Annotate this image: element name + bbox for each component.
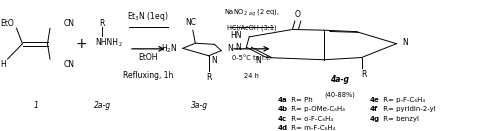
Text: 4c: 4c [278,116,286,122]
Text: 4e: 4e [370,97,380,103]
Text: N: N [256,56,262,65]
Text: CN: CN [64,19,75,28]
Text: 3a-g: 3a-g [192,101,208,110]
Text: R= pyridin-2-yl: R= pyridin-2-yl [381,106,436,112]
Text: R= benzyl: R= benzyl [381,116,419,122]
Text: N: N [227,44,233,53]
Text: +: + [76,37,88,51]
Text: H$_2$N: H$_2$N [162,42,178,55]
Text: 4g: 4g [370,116,380,122]
Text: R= p-OMe-C₆H₄: R= p-OMe-C₆H₄ [288,106,344,112]
Text: Refluxing, 1h: Refluxing, 1h [123,71,173,80]
Text: O: O [294,10,300,19]
Text: R: R [206,73,212,82]
Text: R: R [99,19,104,28]
Text: 24 h: 24 h [244,73,259,79]
Text: CN: CN [64,60,75,69]
Text: 1: 1 [34,101,39,110]
Text: 0-5°C to r.t.: 0-5°C to r.t. [232,55,271,61]
Text: R: R [362,70,366,79]
Text: 4f: 4f [370,106,378,112]
Text: 4b: 4b [278,106,287,112]
Text: N: N [236,43,242,52]
Text: N: N [211,56,217,65]
Text: NHNH: NHNH [96,38,118,47]
Text: H: H [0,60,6,69]
Text: NC: NC [185,18,196,27]
Text: R= o-F-C₆H₄: R= o-F-C₆H₄ [288,116,333,122]
Text: (40-88%): (40-88%) [324,92,356,98]
Text: N: N [402,38,408,47]
Text: 4a: 4a [278,97,287,103]
Text: 4a-g: 4a-g [330,75,349,84]
Text: HCl/AcOH (3:1): HCl/AcOH (3:1) [226,24,276,31]
Text: EtOH: EtOH [138,53,158,62]
Text: HN: HN [230,31,242,40]
Text: 2a-g: 2a-g [94,101,111,110]
Text: Et$_3$N (1eq): Et$_3$N (1eq) [128,10,168,23]
Text: 2: 2 [119,42,122,47]
Text: EtO: EtO [0,19,14,28]
Text: R= Ph: R= Ph [288,97,312,103]
Text: R= p-F-C₆H₄: R= p-F-C₆H₄ [381,97,425,103]
Text: NaNO$_2$ $_{aq}$ (2 eq),: NaNO$_2$ $_{aq}$ (2 eq), [224,7,280,19]
Text: R= m-F-C₆H₄: R= m-F-C₆H₄ [288,125,335,131]
Text: 4d: 4d [278,125,287,131]
